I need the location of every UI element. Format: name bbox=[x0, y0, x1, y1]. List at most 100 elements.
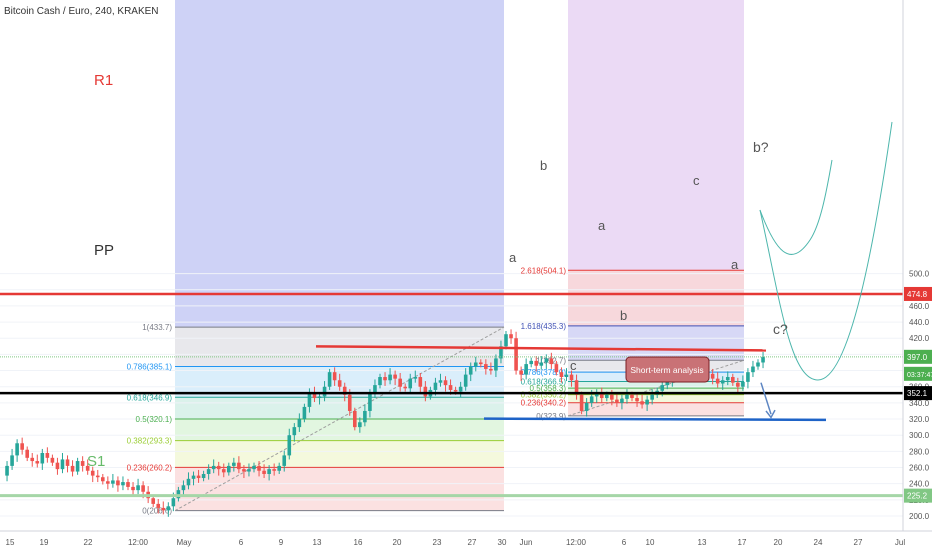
x-tick-label: 17 bbox=[738, 538, 747, 547]
x-tick-label: 13 bbox=[313, 538, 322, 547]
candle-body bbox=[216, 465, 221, 470]
candle-body bbox=[227, 465, 231, 473]
wave-label: a bbox=[509, 250, 517, 265]
candle-body bbox=[85, 465, 90, 471]
x-tick-label: 20 bbox=[774, 538, 783, 547]
price-badge-bg bbox=[904, 286, 932, 301]
candle-body bbox=[725, 377, 730, 381]
x-tick-label: 6 bbox=[239, 538, 244, 547]
fib-level-label: 0.236(340.2) bbox=[521, 399, 567, 408]
price-badge[interactable]: 03:37:47 bbox=[904, 366, 932, 381]
candle-body bbox=[736, 382, 740, 387]
x-tick-label: 6 bbox=[622, 538, 627, 547]
candle-body bbox=[484, 364, 488, 369]
pivot-label: PP bbox=[94, 242, 114, 259]
candle-body bbox=[327, 372, 332, 387]
projection-curve bbox=[759, 159, 833, 255]
price-badge[interactable]: 225.2 bbox=[904, 488, 932, 503]
price-badge-value: 225.2 bbox=[907, 492, 928, 501]
fib-level-label: 0(323.9) bbox=[536, 412, 566, 421]
y-tick-label: 200.0 bbox=[909, 512, 930, 521]
candle-body bbox=[594, 393, 599, 397]
candle-body bbox=[534, 360, 539, 366]
candle-body bbox=[463, 374, 468, 387]
candle-body bbox=[20, 443, 24, 450]
fib-level-label: 2.618(504.1) bbox=[521, 266, 567, 275]
candle-body bbox=[116, 480, 120, 486]
price-badge[interactable]: 474.8 bbox=[904, 286, 932, 301]
candle-body bbox=[751, 366, 755, 373]
candle-body bbox=[156, 503, 161, 508]
x-tick-label: 27 bbox=[468, 538, 477, 547]
candle-body bbox=[267, 469, 271, 474]
price-badge-bg bbox=[904, 386, 932, 401]
price-badge[interactable]: 352.1 bbox=[904, 386, 932, 401]
chart-title: Bitcoin Cash / Euro, 240, KRAKEN bbox=[4, 6, 159, 17]
candle-body bbox=[579, 394, 584, 411]
candle-body bbox=[90, 470, 95, 476]
fib-level-label: 0.786(378.0) bbox=[521, 368, 567, 377]
x-tick-label: Jun bbox=[520, 538, 533, 547]
fib-level-label: 0.236(260.2) bbox=[127, 463, 173, 472]
projection-arrow-head bbox=[765, 409, 776, 419]
callout-text: Short-term analysis bbox=[630, 365, 703, 375]
projection-arrow bbox=[760, 382, 772, 415]
candle-body bbox=[468, 366, 473, 375]
x-tick-label: 27 bbox=[854, 538, 863, 547]
candle-body bbox=[620, 398, 624, 403]
fib-level-label: 1(433.7) bbox=[142, 323, 172, 332]
candle-body bbox=[715, 378, 720, 384]
candle-body bbox=[15, 443, 19, 456]
candle-body bbox=[65, 459, 70, 466]
candle-body bbox=[106, 481, 110, 484]
candle-body bbox=[438, 380, 443, 383]
candle-body bbox=[635, 398, 639, 402]
candle-body bbox=[80, 461, 85, 466]
projection-curve bbox=[759, 121, 893, 381]
candle-body bbox=[257, 465, 261, 471]
candle-body bbox=[403, 386, 407, 389]
candle-body bbox=[307, 393, 312, 407]
candle-body bbox=[171, 498, 176, 507]
price-badge[interactable]: 397.0 bbox=[904, 349, 932, 364]
fib-ext-zone bbox=[568, 0, 744, 271]
x-tick-label: 10 bbox=[646, 538, 655, 547]
candle-body bbox=[388, 374, 392, 381]
fib-zone bbox=[568, 381, 744, 389]
candle-body bbox=[504, 334, 508, 347]
wave-label: a bbox=[731, 257, 739, 272]
candle-body bbox=[353, 410, 357, 428]
price-badge-value: 03:37:47 bbox=[907, 372, 932, 379]
x-tick-label: 9 bbox=[279, 538, 284, 547]
x-tick-label: 24 bbox=[814, 538, 823, 547]
wave-label: b bbox=[620, 308, 627, 323]
candle-body bbox=[302, 406, 307, 420]
candle-body bbox=[70, 465, 75, 472]
candle-body bbox=[317, 396, 322, 399]
candle-body bbox=[509, 334, 513, 339]
candle-body bbox=[761, 356, 765, 363]
candle-body bbox=[741, 381, 745, 387]
candle-body bbox=[544, 358, 549, 363]
candle-body bbox=[262, 470, 266, 474]
fib-zone bbox=[568, 394, 744, 403]
x-tick-label: May bbox=[176, 538, 191, 547]
candle-body bbox=[342, 386, 347, 395]
candle-body bbox=[151, 498, 155, 504]
candle-body bbox=[35, 461, 40, 464]
candle-body bbox=[358, 422, 362, 428]
candle-body bbox=[166, 506, 171, 511]
fib-trend-line bbox=[174, 326, 505, 512]
candle-body bbox=[10, 455, 14, 466]
candle-body bbox=[650, 394, 654, 400]
time-zone-shade bbox=[175, 0, 504, 328]
candle-body bbox=[630, 394, 634, 399]
fib-level-label: 0.382(293.3) bbox=[127, 437, 173, 446]
candle-body bbox=[615, 399, 619, 403]
candle-body bbox=[610, 394, 614, 400]
candle-body bbox=[549, 358, 554, 365]
candle-body bbox=[101, 477, 105, 482]
x-tick-label: 12:00 bbox=[566, 538, 587, 547]
wave-label: c bbox=[693, 173, 700, 188]
